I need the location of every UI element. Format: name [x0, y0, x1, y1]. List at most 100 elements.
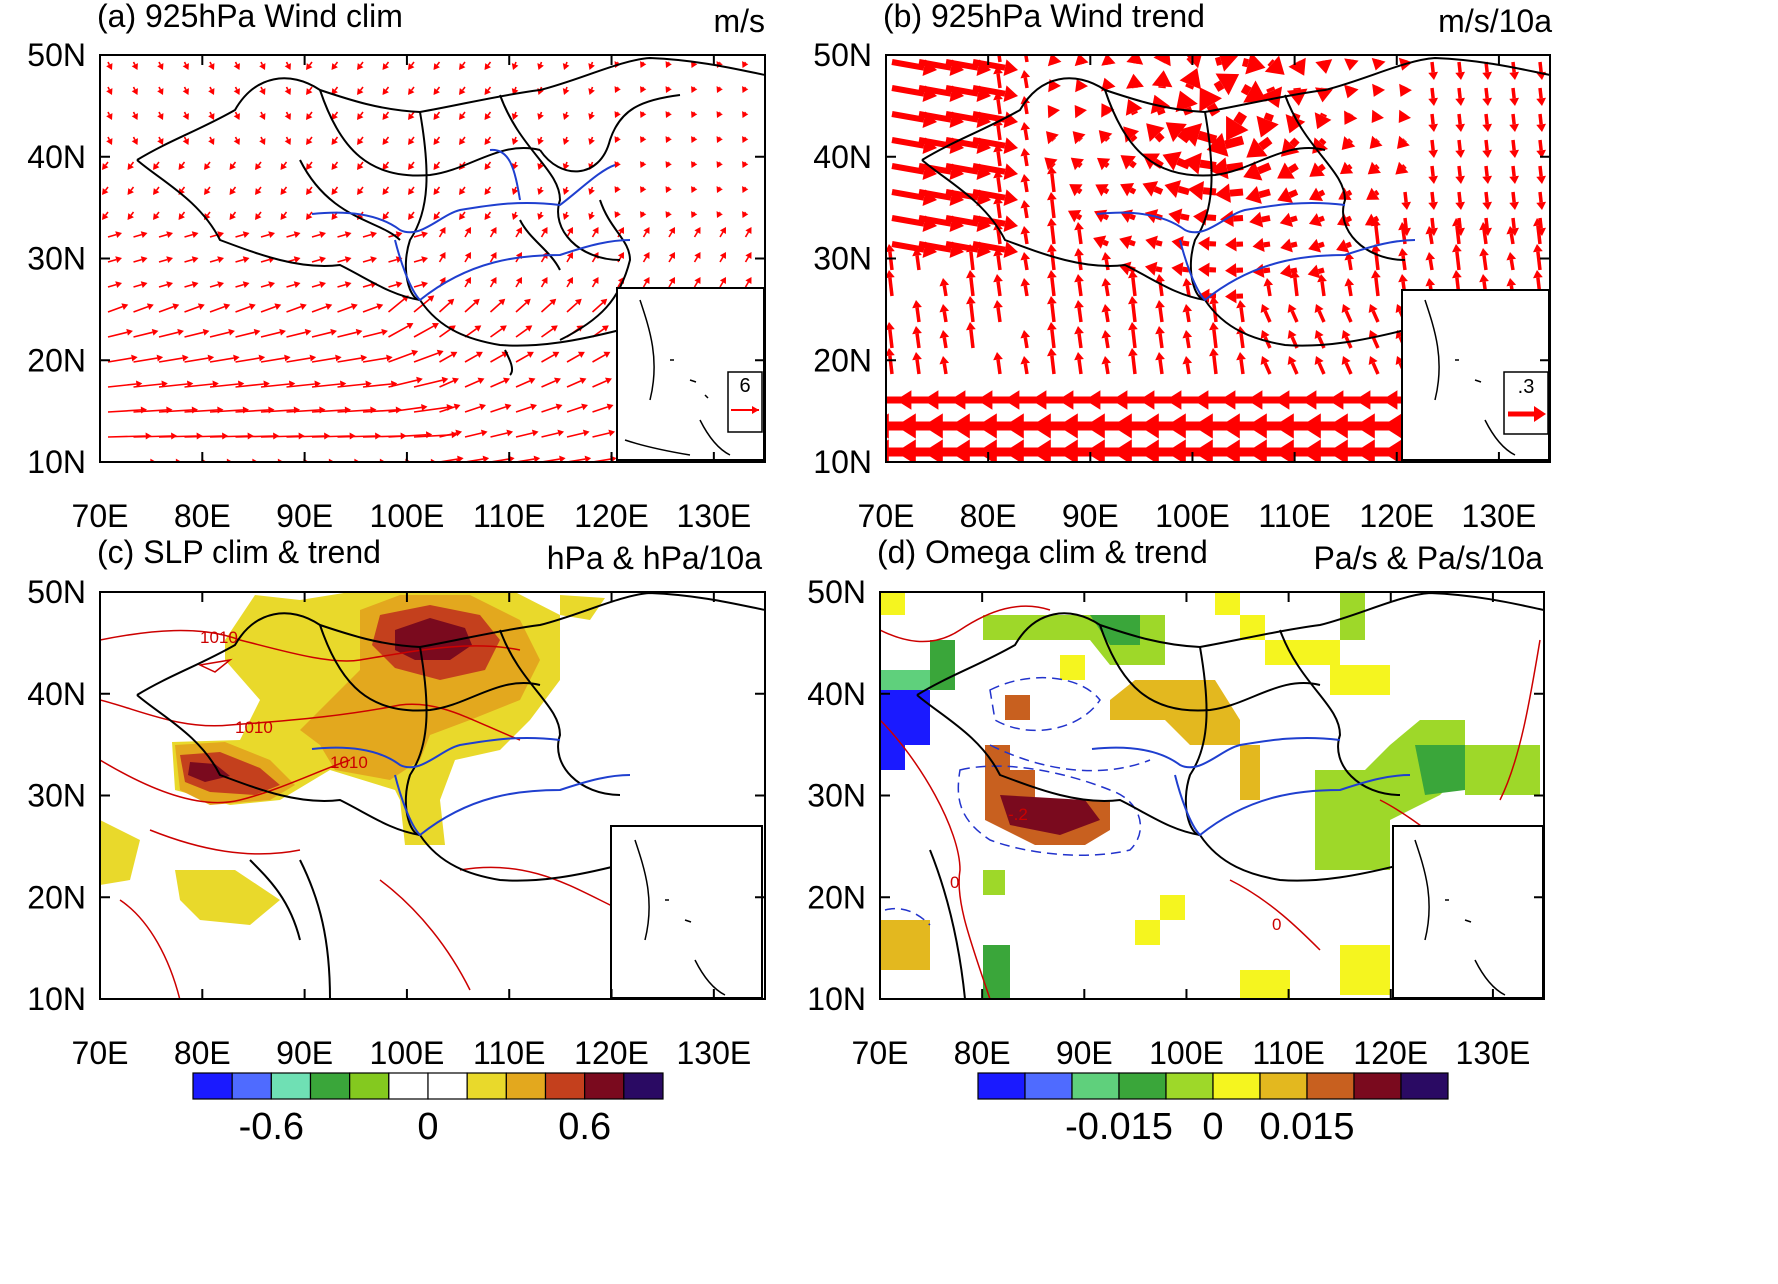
trend-vector-head [1074, 55, 1089, 67]
wind-vector [540, 302, 553, 313]
trend-vector [891, 163, 925, 175]
wind-vector-head [528, 377, 536, 385]
wind-vector [359, 161, 364, 166]
wind-vector-head [780, 325, 787, 331]
wind-vector-head [459, 188, 466, 195]
wind-vector-head [146, 303, 154, 310]
trend-vector-head [1058, 413, 1078, 439]
trend-vector [888, 277, 894, 297]
wind-vector [334, 86, 339, 91]
wind-vector-head [314, 380, 321, 388]
trend-vector [945, 137, 979, 149]
wind-vector-head [719, 277, 726, 284]
trend-vector-head [993, 196, 1003, 205]
lat-tick-label: 40N [807, 676, 866, 712]
wind-vector-head [268, 231, 275, 239]
wind-vector [514, 186, 517, 190]
trend-vector [1131, 329, 1137, 349]
trend-vector [1430, 87, 1435, 99]
trend-vector-head [1074, 300, 1084, 309]
trend-vector [918, 215, 952, 227]
wind-vector-head [441, 376, 449, 384]
wind-vector [133, 283, 142, 288]
trend-vector [1428, 233, 1434, 245]
wind-vector [283, 186, 288, 191]
panel-c-coastline [136, 592, 765, 999]
trend-vector [1129, 187, 1137, 195]
panel-b-reference-vector-box [1503, 371, 1549, 435]
lat-tick-label: 40N [27, 139, 86, 175]
trend-vector [1129, 213, 1136, 221]
trend-vector-head [1144, 261, 1158, 276]
trend-vector-head [1031, 390, 1047, 410]
wind-vector-head [433, 163, 440, 170]
wind-vector-head [433, 188, 440, 195]
wind-vector [155, 161, 160, 166]
trend-vector-head [1280, 238, 1293, 253]
lat-tick-label: 20N [807, 879, 866, 915]
wind-vector [260, 409, 295, 413]
trend-vector [1176, 157, 1191, 170]
wind-vector [183, 86, 187, 90]
wind-vector-head [719, 227, 726, 234]
wind-vector-head [306, 113, 313, 120]
wind-vector-head [782, 352, 789, 358]
trend-vector-head [1058, 390, 1074, 410]
wind-vector-head [455, 429, 463, 437]
trend-vector [1158, 333, 1164, 349]
wind-vector-head [617, 252, 624, 259]
wind-vector [539, 186, 543, 190]
wind-vector [260, 136, 264, 140]
wind-vector-head [304, 328, 312, 336]
trend-vector [1185, 363, 1191, 375]
trend-vector-head [1128, 270, 1138, 279]
wind-vector-head [233, 354, 240, 362]
trend-vector-head [1226, 115, 1249, 141]
wind-vector-head [554, 377, 561, 385]
trend-vector-head [966, 296, 976, 305]
wind-vector-head [768, 111, 774, 118]
trend-vector [1345, 241, 1352, 249]
wind-vector [107, 86, 111, 90]
wind-vector [334, 111, 339, 116]
trend-vector [997, 55, 1002, 63]
wind-vector [337, 331, 357, 338]
wind-vector [388, 283, 397, 288]
wind-vector-head [131, 88, 138, 95]
wind-vector-head [182, 138, 189, 145]
trend-vector [942, 311, 948, 323]
wind-vector-head [306, 88, 313, 95]
wind-vector-head [665, 211, 672, 218]
wind-vector [693, 231, 699, 238]
trend-vector-head [1368, 356, 1378, 366]
wind-vector [388, 352, 413, 363]
trend-vector-head [1031, 439, 1051, 462]
wind-vector [413, 283, 423, 288]
trend-vector-head [1145, 235, 1158, 250]
trend-vector [1290, 310, 1299, 323]
wind-vector-head [268, 406, 275, 414]
trend-vector [945, 59, 979, 71]
trend-vector [969, 303, 975, 323]
wind-vector-head [640, 136, 647, 143]
wind-vector-head [208, 88, 215, 95]
trend-vector-head [1274, 390, 1290, 410]
wind-vector [107, 305, 123, 313]
wind-vector [590, 161, 594, 165]
wind-vector-head [742, 86, 749, 93]
trend-vector-head [1214, 183, 1231, 203]
wind-vector [308, 186, 313, 191]
trend-vector [1318, 137, 1327, 146]
wind-vector-head [177, 328, 184, 336]
trend-vector-head [1328, 439, 1348, 462]
wind-vector-head [433, 213, 440, 220]
trend-vector-head [939, 278, 950, 287]
trend-vector [1287, 163, 1299, 174]
trend-vector [1023, 285, 1029, 297]
trend-vector [1233, 111, 1248, 126]
trend-vector-head [1482, 97, 1493, 106]
wind-vector-head [533, 455, 541, 462]
trend-vector-head [1382, 390, 1398, 410]
trend-vector-head [1506, 252, 1517, 261]
wind-vector [337, 383, 366, 388]
